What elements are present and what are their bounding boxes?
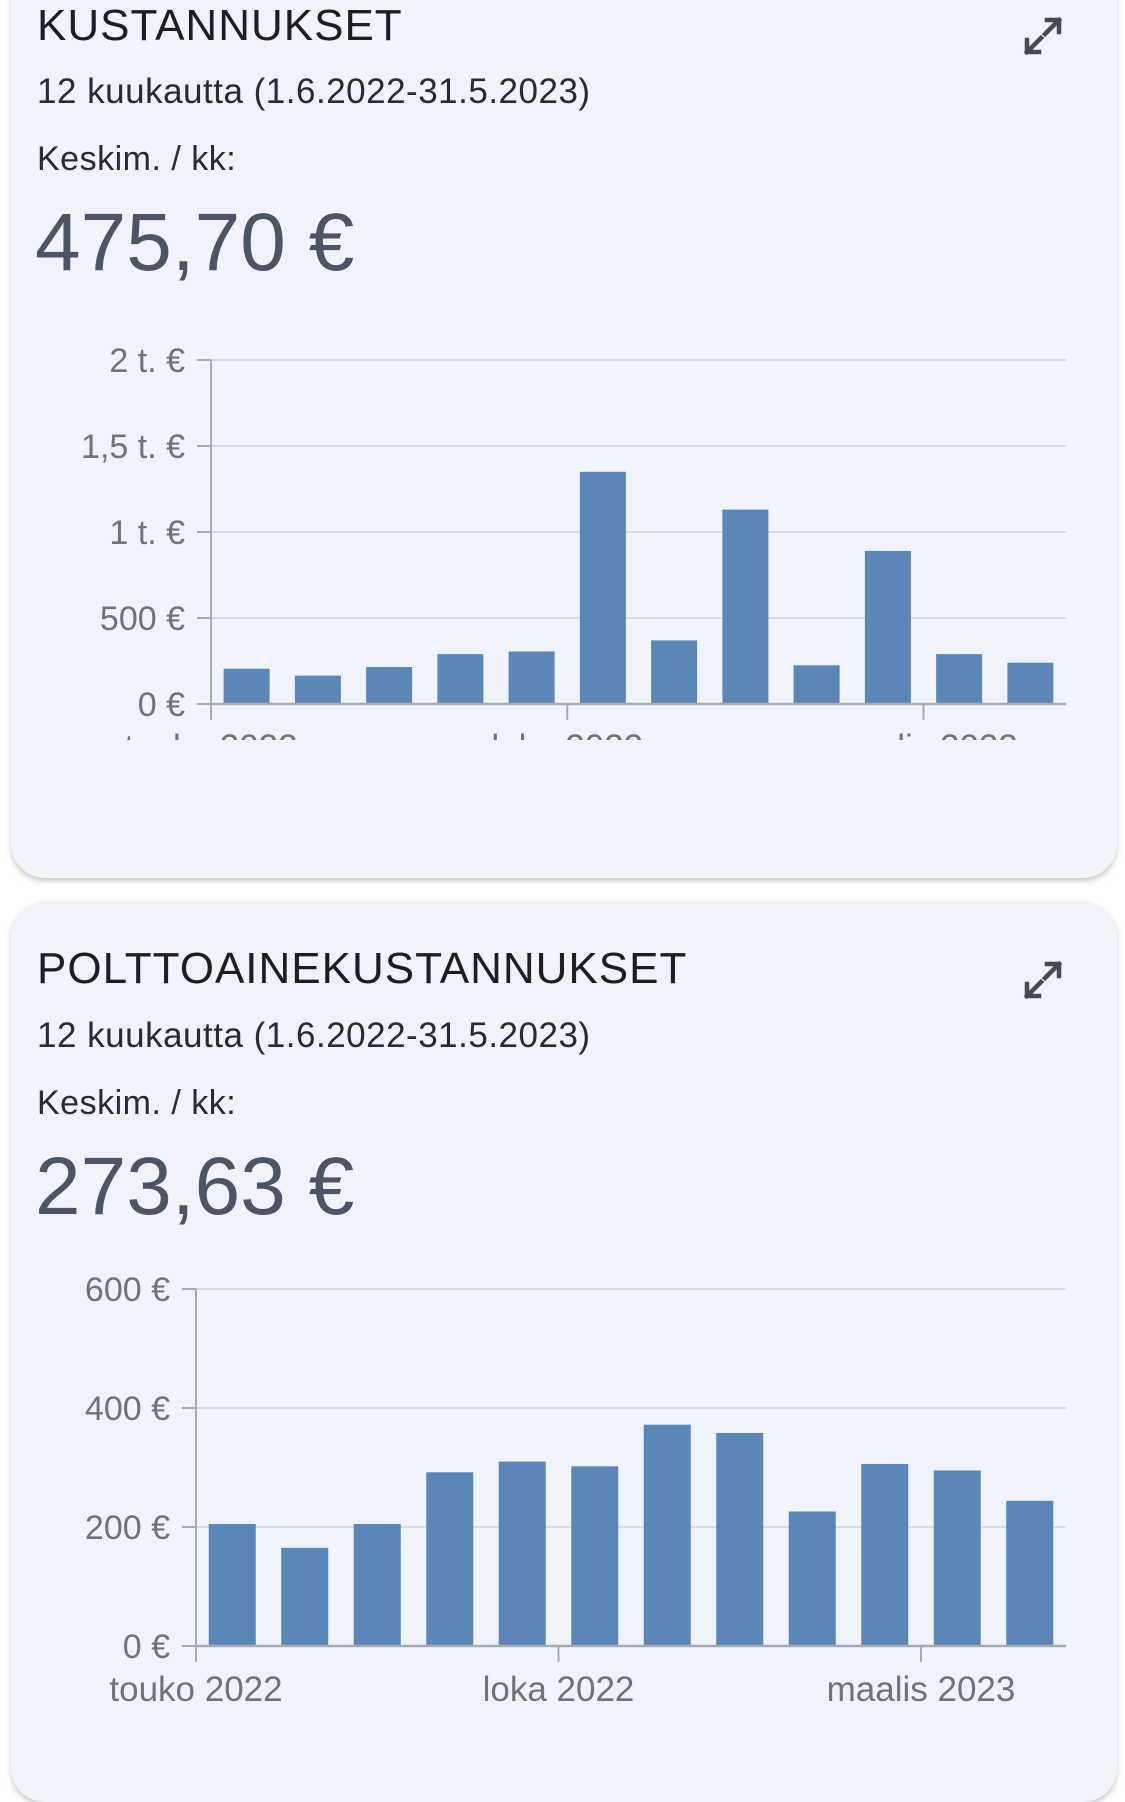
bar-1[interactable]: [208, 1524, 256, 1646]
y-tick-label: 0 €: [138, 686, 185, 724]
y-tick-label: 200 €: [85, 1509, 170, 1547]
fuel-costs-bar-chart: 0 € 200 € 400 € 600 € touko 2022 loka 2022 maa…: [85, 1271, 1066, 1709]
bar-5[interactable]: [508, 651, 555, 704]
x-tick-label: loka 2022: [491, 728, 643, 740]
y-tick-label: 1 t. €: [109, 514, 185, 552]
bar-5[interactable]: [498, 1461, 546, 1646]
bar-11[interactable]: [936, 654, 983, 704]
average-label: Keskim. / kk:: [37, 140, 237, 178]
bar-4[interactable]: [426, 1472, 474, 1646]
x-tick-label: maalis 2023: [829, 728, 1018, 740]
average-label: Keskim. / kk:: [37, 1084, 237, 1122]
bar-6[interactable]: [571, 1466, 619, 1646]
y-tick-label: 400 €: [85, 1390, 170, 1428]
card-subtitle: 12 kuukautta (1.6.2022-31.5.2023): [37, 1016, 591, 1055]
bar-12[interactable]: [1007, 662, 1054, 704]
expand-button[interactable]: [1017, 954, 1069, 1006]
bar-7[interactable]: [643, 1424, 691, 1646]
costs-bar-chart: 0 € 500 € 1 t. € 1,5 t. € 2 t. € touko 2022 lo…: [81, 342, 1066, 740]
x-tick-label: loka 2022: [483, 1670, 635, 1709]
card-title: KUSTANNUKSET: [37, 1, 403, 50]
bar-10[interactable]: [864, 550, 911, 704]
fuel-costs-card: POLTTOAINEKUSTANNUKSET 12 kuukautta (1.6…: [11, 902, 1117, 1802]
x-tick-label: maalis 2023: [827, 1670, 1016, 1709]
costs-card: KUSTANNUKSET 12 kuukautta (1.6.2022-31.5…: [11, 0, 1117, 878]
bar-2[interactable]: [294, 675, 341, 704]
bar-9[interactable]: [793, 665, 840, 704]
bar-4[interactable]: [437, 654, 484, 704]
bar-8[interactable]: [722, 509, 769, 704]
bar-3[interactable]: [353, 1524, 401, 1646]
card-title: POLTTOAINEKUSTANNUKSET: [37, 944, 688, 993]
bar-10[interactable]: [861, 1463, 909, 1646]
card-subtitle: 12 kuukautta (1.6.2022-31.5.2023): [37, 72, 591, 111]
y-tick-label: 2 t. €: [109, 342, 185, 380]
bar-12[interactable]: [1006, 1500, 1054, 1646]
expand-icon: [1023, 16, 1063, 56]
bar-6[interactable]: [579, 471, 626, 704]
y-tick-label: 600 €: [85, 1271, 170, 1309]
y-tick-label: 500 €: [100, 600, 185, 638]
y-tick-label: 1,5 t. €: [81, 428, 185, 466]
bar-1[interactable]: [223, 668, 270, 704]
bar-2[interactable]: [281, 1547, 329, 1646]
average-value: 475,70 €: [35, 197, 355, 288]
bar-9[interactable]: [788, 1511, 836, 1646]
x-tick-label: touko 2022: [124, 728, 297, 740]
expand-button[interactable]: [1017, 10, 1069, 62]
bar-7[interactable]: [651, 640, 698, 704]
bar-8[interactable]: [716, 1432, 764, 1646]
bar-3[interactable]: [366, 667, 413, 704]
average-value: 273,63 €: [35, 1141, 355, 1232]
x-tick-label: touko 2022: [109, 1670, 282, 1709]
expand-icon: [1023, 960, 1063, 1000]
bar-11[interactable]: [933, 1470, 981, 1646]
y-tick-label: 0 €: [123, 1628, 170, 1666]
